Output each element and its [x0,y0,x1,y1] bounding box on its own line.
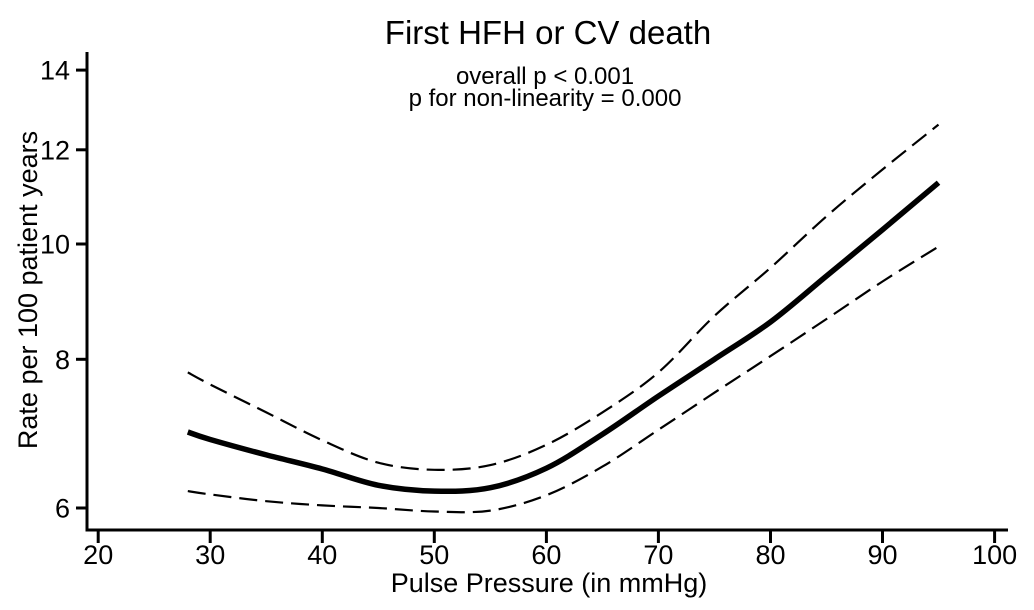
data-series [186,123,941,514]
y-tick-label: 10 [40,230,70,260]
y-tick-label: 6 [55,494,70,524]
x-tick-label: 30 [195,540,225,570]
x-tick-label: 80 [755,540,785,570]
x-tick-label: 50 [419,540,449,570]
y-tick-label: 8 [55,345,70,375]
series-lower-confidence-band [187,245,940,514]
x-axis-label: Pulse Pressure (in mmHg) [391,568,708,598]
chart-subtitle-line2: p for non-linearity = 0.000 [409,85,682,112]
x-tick-label: 100 [972,540,1017,570]
chart-subtitle-line1: overall p < 0.001 [456,63,634,90]
chart-title: First HFH or CV death [385,14,711,51]
y-axis-label: Rate per 100 patient years [13,131,43,449]
x-tick-label: 20 [83,540,113,570]
series-upper-confidence-band [187,123,940,471]
x-tick-label: 60 [531,540,561,570]
axes: 20 30 40 50 60 70 80 90 100 6 8 10 12 14 [40,52,1017,570]
x-tick-label: 70 [643,540,673,570]
series-estimated-rate [186,180,941,495]
y-tick-label: 12 [40,135,70,165]
x-tick-label: 90 [867,540,897,570]
y-tick-label: 14 [40,56,70,86]
x-tick-label: 40 [307,540,337,570]
